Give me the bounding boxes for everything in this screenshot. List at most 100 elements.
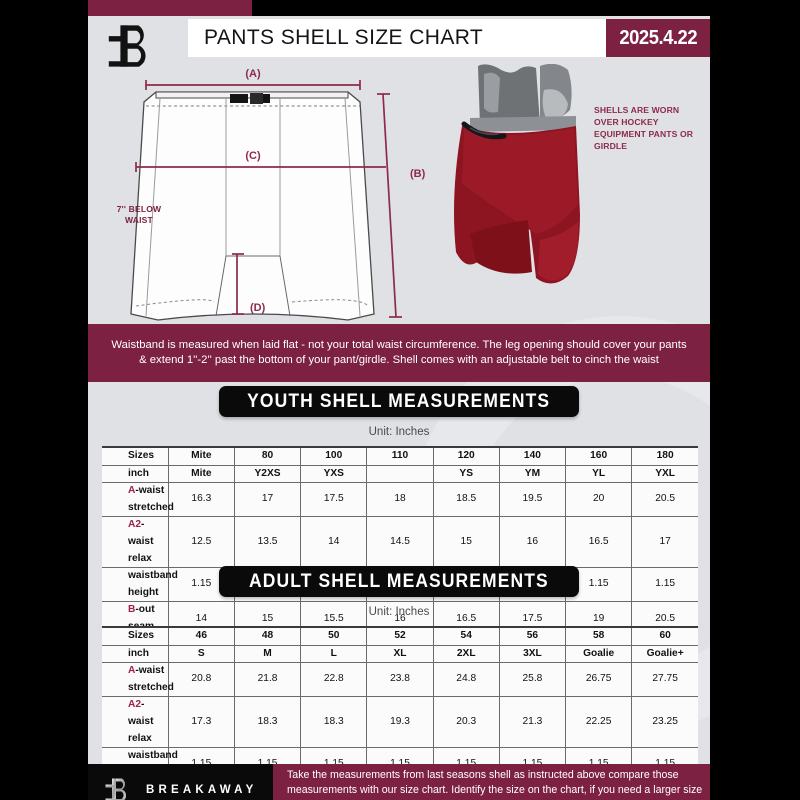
page-header: PANTS SHELL SIZE CHART 2025.4.22 (88, 16, 710, 67)
table-cell: 48 (233, 625, 302, 646)
row-label: Sizes (102, 625, 169, 646)
table-cell: 18.3 (300, 696, 368, 749)
below-waist-note: 7'' BELOW WAIST (116, 204, 162, 225)
table-row: A-waist stretched 16.3 17 17.5 18 18.5 19.5 20 2… (102, 482, 698, 518)
table-cell: 14 (300, 516, 368, 569)
table-cell: 25.8 (498, 662, 567, 698)
table-cell: 17 (631, 516, 698, 569)
photo-note: SHELLS ARE WORN OVER HOCKEY EQUIPMENT PA… (594, 105, 694, 151)
table-cell: L (300, 644, 368, 664)
table-cell: 17.5 (300, 482, 368, 518)
table-cell: 16.3 (167, 482, 235, 518)
row-label: A2-waist relax (102, 516, 169, 569)
table-cell: 24.8 (432, 662, 500, 698)
table-row: A2-waist relax 12.5 13.5 14 14.5 15 16 16.5 17 (102, 516, 698, 569)
table-row: inch S M L XL 2XL 3XL Goalie Goalie+ (102, 644, 698, 664)
table-cell: 20 (565, 482, 633, 518)
row-label: Sizes (102, 445, 169, 466)
table-cell: Mite (167, 464, 235, 484)
table-cell: 18.5 (432, 482, 500, 518)
top-accent-strip (88, 0, 252, 16)
page-title: PANTS SHELL SIZE CHART (204, 26, 484, 49)
table-cell: 23.25 (631, 696, 698, 749)
table-cell: 22.8 (300, 662, 368, 698)
footer-brand-block: BREAKAWAY (88, 764, 273, 800)
adult-unit-label: Unit: Inches (368, 606, 430, 618)
table-cell: 120 (432, 445, 500, 466)
table-cell: 12.5 (167, 516, 235, 569)
footer-text: Take the measurements from last seasons … (287, 768, 703, 800)
table-cell: 140 (498, 445, 567, 466)
breakaway-b-logo-icon (105, 778, 126, 800)
table-cell: 54 (432, 625, 500, 646)
revision-date-badge: 2025.4.22 (606, 19, 710, 57)
table-cell: Y2XS (233, 464, 302, 484)
table-cell: 20.5 (631, 482, 698, 518)
measurement-instructions-banner: Waistband is measured when laid flat - n… (88, 324, 710, 382)
table-cell: 52 (366, 625, 434, 646)
table-cell: 15 (432, 516, 500, 569)
table-cell: 13.5 (233, 516, 302, 569)
row-label: A-waist stretched (102, 482, 174, 518)
row-label-prefix: A (128, 485, 136, 497)
banner-text: Waistband is measured when laid flat - n… (111, 338, 687, 367)
table-cell: 100 (300, 445, 368, 466)
table-cell: S (167, 644, 235, 664)
size-chart-page: PANTS SHELL SIZE CHART 2025.4.22 (88, 16, 710, 800)
table-cell: 16.5 (565, 516, 633, 569)
table-cell: 27.75 (631, 662, 698, 698)
table-cell: 46 (167, 625, 235, 646)
table-cell: 3XL (498, 644, 567, 664)
shell-outline-svg: (A) (B) (C) (D) (130, 68, 426, 321)
dimension-label-d: (D) (250, 302, 266, 314)
dimension-label-b: (B) (410, 168, 426, 180)
table-cell: XL (366, 644, 434, 664)
table-cell: 160 (565, 445, 633, 466)
product-photo (440, 63, 620, 326)
table-cell: 60 (631, 625, 698, 646)
table-cell: YL (565, 464, 633, 484)
table-row: inch Mite Y2XS YXS YS YM YL YXL (102, 464, 698, 484)
table-cell: Goalie (565, 644, 633, 664)
table-cell: 18.3 (233, 696, 302, 749)
table-cell: 17 (233, 482, 302, 518)
row-label-prefix: A2 (128, 699, 142, 711)
belt-buckle-icon (230, 94, 248, 103)
table-cell: 56 (498, 625, 567, 646)
table-cell: 21.3 (498, 696, 567, 749)
dimension-label-a: (A) (245, 68, 261, 80)
row-label: A2-waist relax (102, 696, 169, 749)
table-cell: 58 (565, 625, 633, 646)
page-footer: BREAKAWAY Take the measurements from las… (88, 764, 710, 800)
shell-photo-illustration (454, 63, 580, 284)
revision-date: 2025.4.22 (619, 26, 697, 49)
row-label: waistband height (102, 567, 178, 603)
table-cell: 80 (233, 445, 302, 466)
youth-unit-label: Unit: Inches (368, 426, 430, 438)
table-cell: 26.75 (565, 662, 633, 698)
table-cell: 16 (498, 516, 567, 569)
table-cell: 17.3 (167, 696, 235, 749)
table-row: A2-waist relax 17.3 18.3 18.3 19.3 20.3 21.3 22… (102, 696, 698, 749)
table-row: Sizes 46 48 50 52 54 56 58 60 (102, 625, 698, 646)
row-label: inch (102, 644, 169, 664)
table-cell: 20.8 (167, 662, 235, 698)
table-row: A-waist stretched 20.8 21.8 22.8 23.8 24.8 25.… (102, 662, 698, 698)
table-cell: Goalie+ (631, 644, 698, 664)
belt-cord-icon (461, 121, 507, 140)
table-cell: 23.8 (366, 662, 434, 698)
youth-section-title-pill: YOUTH SHELL MEASUREMENTS (219, 386, 579, 417)
table-cell: 19.5 (498, 482, 567, 518)
adult-section-title: ADULT SHELL MEASUREMENTS (249, 570, 549, 592)
table-cell: 20.3 (432, 696, 500, 749)
table-cell: 50 (300, 625, 368, 646)
dimension-label-c: (C) (245, 150, 261, 162)
table-cell: YS (432, 464, 500, 484)
youth-section-title: YOUTH SHELL MEASUREMENTS (247, 390, 551, 412)
table-cell: YM (498, 464, 567, 484)
page-title-box: PANTS SHELL SIZE CHART (188, 19, 606, 57)
footer-brand-name: BREAKAWAY (146, 784, 258, 796)
footer-instructions: Take the measurements from last seasons … (273, 764, 710, 800)
table-cell (366, 464, 434, 484)
